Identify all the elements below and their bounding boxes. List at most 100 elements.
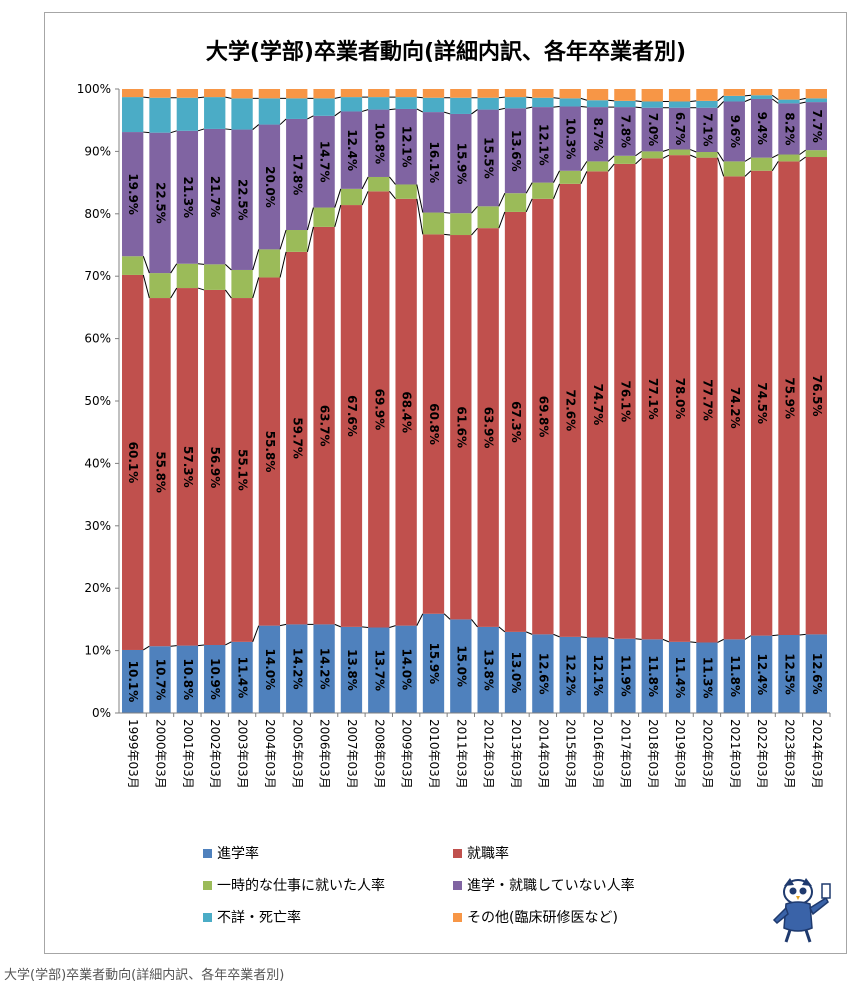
series-line	[580, 97, 588, 101]
bar-segment	[340, 188, 363, 206]
y-tick-label: 30%	[84, 519, 111, 533]
bar-segment	[532, 634, 554, 713]
x-tick-label: 1999年03月	[126, 719, 140, 789]
bar-segment	[614, 163, 636, 639]
series-line	[662, 149, 670, 152]
bar-segment	[750, 157, 773, 171]
bar-segment	[204, 89, 226, 98]
series-line	[744, 170, 752, 177]
bar-segment	[176, 645, 199, 713]
series-line	[389, 191, 396, 200]
data-label: 77.1%	[646, 378, 660, 420]
bar-segment	[504, 211, 527, 632]
data-label: 55.1%	[236, 449, 250, 491]
bar-segment	[176, 263, 199, 289]
bar-segment	[668, 155, 691, 642]
bar-segment	[395, 89, 417, 98]
data-label: 11.9%	[618, 655, 632, 697]
series-line	[717, 101, 724, 109]
data-label: 59.7%	[290, 417, 304, 459]
bar-segment	[641, 158, 663, 640]
x-tick-label: 2000年03月	[154, 719, 168, 789]
legend-label: 不詳・死亡率	[217, 909, 301, 926]
data-label: 12.6%	[536, 653, 550, 695]
data-label: 10.1%	[126, 661, 140, 703]
bar-segment	[477, 206, 499, 229]
data-label: 12.1%	[400, 126, 414, 168]
bar-segment	[340, 89, 363, 98]
series-line	[444, 233, 451, 236]
bar-segment	[286, 98, 308, 119]
bar-segment	[313, 226, 335, 625]
series-line	[471, 227, 478, 236]
data-label: 7.1%	[700, 113, 714, 146]
bar-segment	[450, 235, 472, 620]
bar-segment	[778, 635, 800, 713]
series-line	[635, 100, 642, 102]
x-tick-label: 2021年03月	[728, 719, 742, 789]
data-label: 10.7%	[154, 659, 168, 701]
bar-segment	[778, 99, 800, 104]
bar-segment	[368, 627, 390, 713]
data-label: 9.6%	[728, 115, 742, 148]
data-label: 13.7%	[372, 649, 386, 691]
series-line	[279, 118, 287, 125]
bar-segment	[149, 97, 171, 133]
bar-segment	[586, 100, 609, 108]
x-tick-label: 2003年03月	[236, 719, 250, 789]
bar-segment	[395, 97, 417, 109]
bar-segment	[614, 100, 636, 108]
data-label: 60.1%	[126, 442, 140, 484]
plot-area: 0%10%20%30%40%50%60%70%80%90%100%10.1% 10…	[77, 82, 831, 789]
bar-segment	[805, 157, 827, 635]
bar-segment	[668, 89, 691, 102]
data-label: 67.6%	[345, 395, 359, 437]
bar-segment	[422, 234, 445, 614]
bar-segment	[696, 100, 718, 108]
data-label: 7.7%	[810, 109, 824, 142]
x-tick-label: 2011年03月	[454, 719, 468, 789]
series-line	[717, 95, 724, 102]
data-label: 15.0%	[454, 645, 468, 687]
x-tick-label: 2023年03月	[782, 719, 796, 789]
series-line	[607, 163, 615, 172]
bar-segment	[559, 636, 581, 713]
data-label: 10.8%	[181, 658, 195, 700]
bar-segment	[778, 89, 800, 100]
bar-segment	[805, 102, 827, 151]
data-label: 75.9%	[782, 377, 796, 419]
data-label: 68.4%	[400, 391, 414, 433]
series-line	[416, 108, 424, 113]
series-line	[526, 106, 533, 109]
series-line	[771, 161, 779, 172]
series-line	[690, 641, 697, 643]
series-line	[526, 96, 533, 99]
bar-segment	[477, 97, 499, 110]
series-line	[334, 96, 341, 99]
bar-segment	[668, 641, 691, 713]
series-line	[197, 128, 205, 132]
bar-segment	[231, 269, 253, 299]
series-line	[690, 154, 697, 159]
series-line	[635, 638, 642, 640]
bar-segment	[696, 107, 718, 153]
series-line	[553, 633, 560, 638]
data-labels: 10.1% 10.7% 10.8% 10.9% 11.4% 14.0% 14.2% 14.2%…	[126, 109, 824, 702]
series-line	[799, 633, 806, 636]
bar-segment	[614, 638, 636, 713]
series-line	[580, 171, 588, 185]
bar-segment	[258, 625, 281, 713]
bar-segment	[559, 183, 581, 637]
y-tick-label: 40%	[84, 456, 111, 470]
chart-frame: 大学(学部)卒業者動向(詳細内訳、各年卒業者別) 0% 10% 20% 30% 40% 5…	[44, 12, 847, 954]
bar-segment	[422, 212, 445, 235]
data-label: 12.4%	[755, 653, 769, 695]
series-line	[334, 623, 341, 628]
series-line	[553, 97, 560, 99]
bar-segment	[450, 113, 472, 214]
bar-segment	[477, 89, 499, 98]
data-label: 72.6%	[564, 390, 578, 432]
bar-segment	[641, 151, 663, 159]
series-line	[334, 188, 342, 208]
data-label: 12.1%	[591, 654, 605, 696]
